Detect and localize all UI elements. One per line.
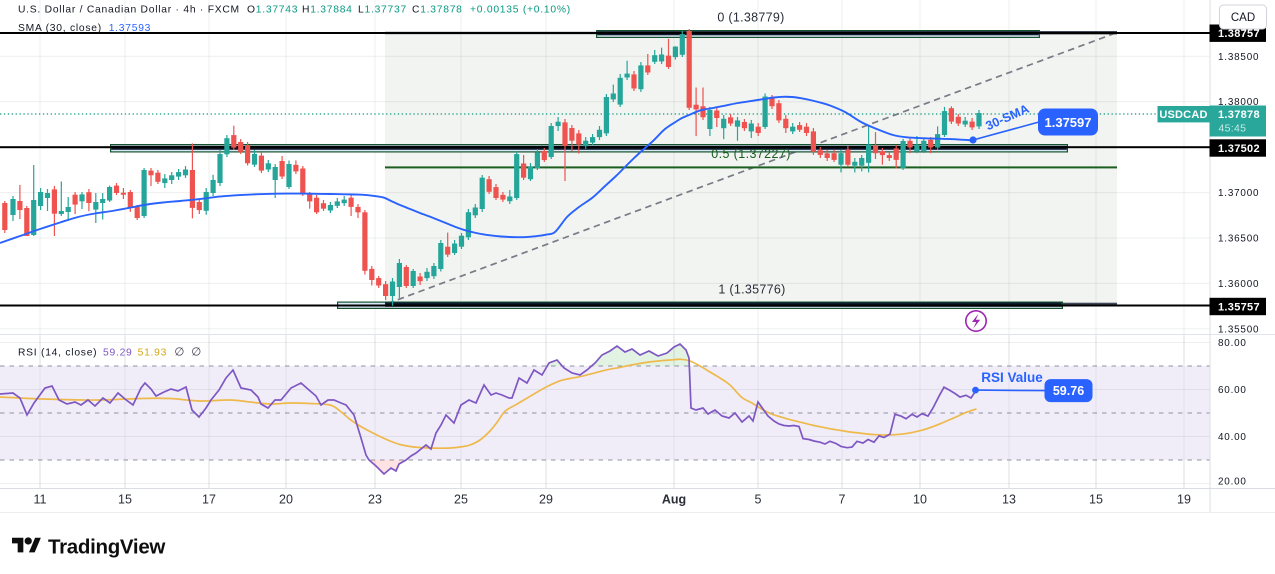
svg-text:20: 20 [279, 493, 293, 507]
svg-text:59.76: 59.76 [1053, 384, 1084, 398]
svg-text:1 (1.35776): 1 (1.35776) [718, 283, 785, 297]
svg-text:L1.37737: L1.37737 [358, 4, 407, 15]
svg-text:80.00: 80.00 [1218, 338, 1247, 349]
svg-text:1.37000: 1.37000 [1218, 188, 1259, 199]
svg-text:15: 15 [118, 493, 132, 507]
svg-text:0 (1.38779): 0 (1.38779) [717, 11, 784, 25]
svg-text:0.5 (1.37227): 0.5 (1.37227) [711, 147, 791, 161]
svg-text:+0.00135 (+0.10%): +0.00135 (+0.10%) [470, 4, 571, 15]
svg-text:RSI Value: RSI Value [981, 370, 1043, 385]
svg-text:1.35500: 1.35500 [1218, 324, 1259, 335]
svg-text:60.00: 60.00 [1218, 385, 1247, 396]
svg-text:25: 25 [454, 493, 468, 507]
svg-text:23: 23 [368, 493, 382, 507]
svg-text:20.00: 20.00 [1218, 477, 1247, 488]
svg-text:1.37502: 1.37502 [1218, 143, 1260, 155]
svg-text:29: 29 [539, 493, 553, 507]
svg-text:CAD: CAD [1231, 12, 1255, 24]
svg-text:C1.37878: C1.37878 [412, 4, 463, 15]
svg-text:USDCAD: USDCAD [1159, 109, 1207, 121]
svg-text:O1.37743: O1.37743 [247, 4, 298, 15]
svg-text:∅: ∅ [191, 346, 201, 358]
svg-text:H1.37884: H1.37884 [302, 4, 353, 15]
svg-text:1.36500: 1.36500 [1218, 234, 1259, 245]
svg-text:TradingView: TradingView [48, 536, 165, 559]
svg-text:∅: ∅ [174, 346, 184, 358]
svg-text:40.00: 40.00 [1218, 432, 1247, 443]
svg-text:1.38757: 1.38757 [1218, 28, 1260, 40]
svg-text:1.37597: 1.37597 [1045, 115, 1092, 130]
svg-text:15: 15 [1089, 493, 1103, 507]
svg-text:RSI (14, close): RSI (14, close) [18, 347, 97, 358]
svg-text:1.38000: 1.38000 [1218, 97, 1259, 108]
svg-text:1.35757: 1.35757 [1218, 302, 1260, 314]
svg-text:Aug: Aug [662, 493, 686, 507]
svg-text:1.37593: 1.37593 [109, 23, 151, 34]
svg-text:10: 10 [913, 493, 927, 507]
svg-text:7: 7 [839, 493, 846, 507]
svg-text:19: 19 [1177, 493, 1191, 507]
svg-text:U.S. Dollar / Canadian Dollar: U.S. Dollar / Canadian Dollar · 4h · FXC… [18, 4, 240, 15]
svg-text:17: 17 [202, 493, 216, 507]
svg-text:1.38500: 1.38500 [1218, 52, 1259, 63]
svg-text:5: 5 [755, 493, 762, 507]
svg-text:51.93: 51.93 [138, 347, 168, 358]
svg-text:13: 13 [1002, 493, 1016, 507]
svg-text:1.37878: 1.37878 [1218, 109, 1260, 121]
svg-text:45:45: 45:45 [1219, 123, 1247, 135]
svg-text:59.29: 59.29 [103, 347, 133, 358]
svg-text:11: 11 [34, 493, 47, 507]
svg-text:SMA (30, close): SMA (30, close) [18, 23, 102, 34]
svg-text:1.36000: 1.36000 [1218, 279, 1259, 290]
